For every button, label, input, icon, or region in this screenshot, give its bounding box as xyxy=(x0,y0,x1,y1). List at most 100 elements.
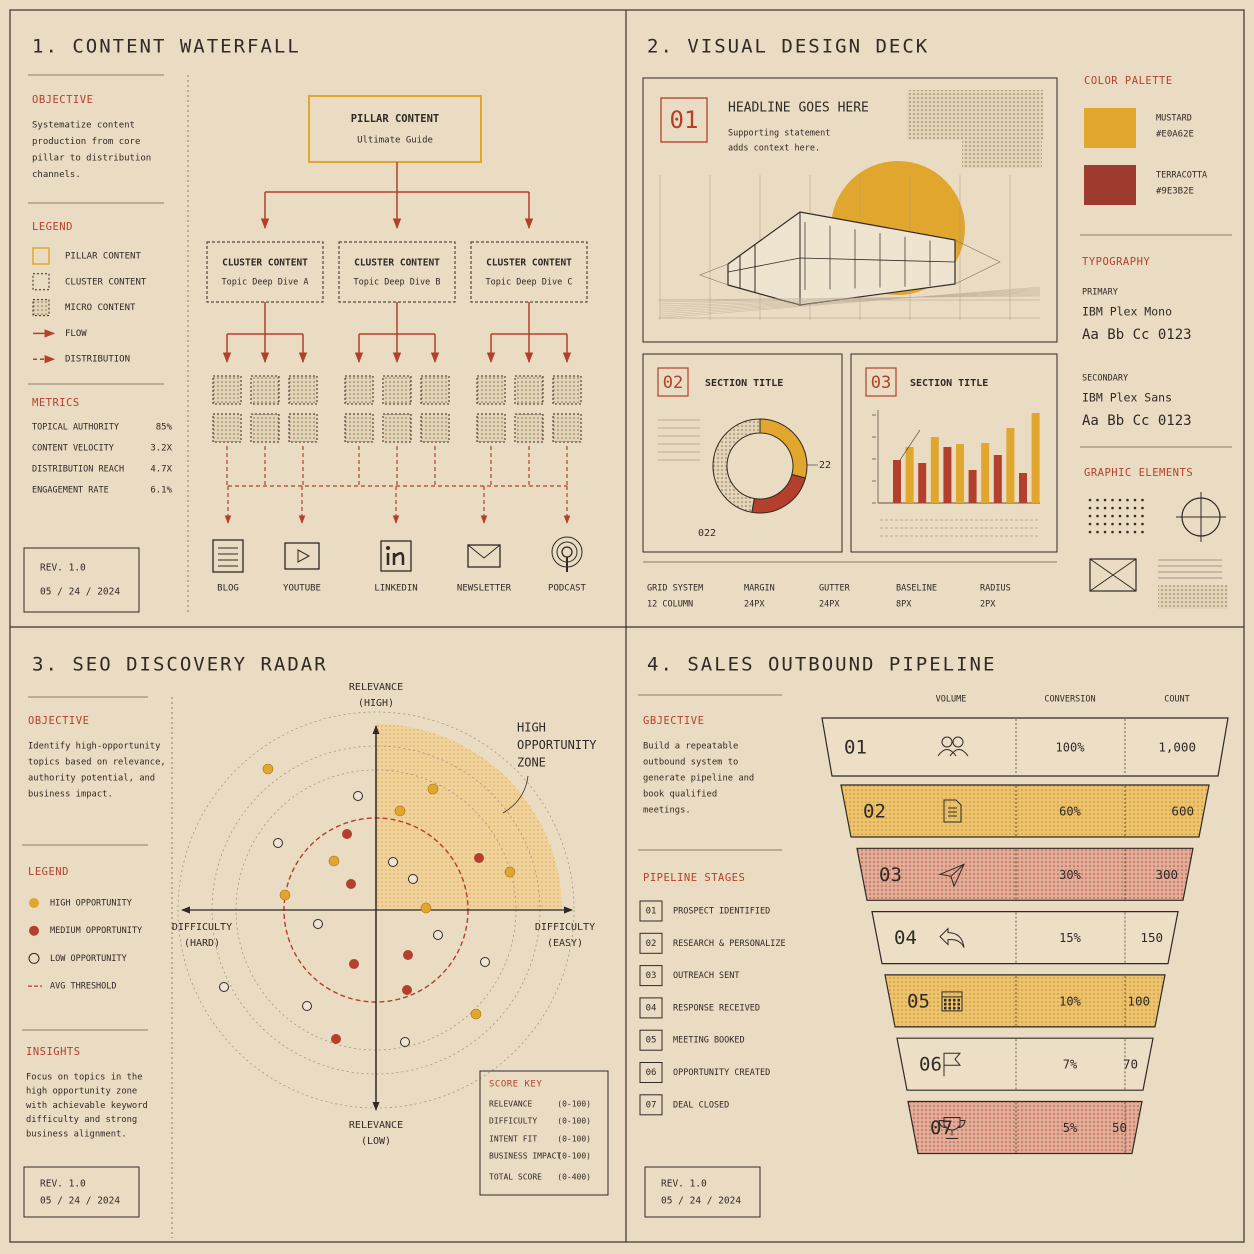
dot-grid xyxy=(1103,506,1107,510)
building xyxy=(739,212,801,305)
revision: REV. 1.0 xyxy=(661,1179,707,1190)
cluster-subtitle: Topic Deep Dive A xyxy=(222,278,309,288)
dot-grid xyxy=(1088,530,1092,534)
column-header: COUNT xyxy=(1164,695,1190,705)
channel-label: NEWSLETTER xyxy=(457,584,512,594)
sketch-guide xyxy=(659,292,1041,307)
score-range: (0-100) xyxy=(557,1135,591,1144)
channel-label: PODCAST xyxy=(548,584,587,594)
stage-name: DEAL CLOSED xyxy=(673,1100,729,1110)
stage-icon xyxy=(957,998,960,1002)
decor-bar xyxy=(956,444,964,503)
spec-label: RADIUS xyxy=(980,584,1011,594)
stage-number-box xyxy=(639,1062,663,1083)
stage-name: MEETING BOOKED xyxy=(673,1036,745,1046)
spec-value: 24PX xyxy=(819,600,840,610)
decor-bar xyxy=(1031,413,1040,503)
stage-name: OUTREACH SENT xyxy=(673,971,740,981)
dot-grid xyxy=(1118,498,1122,502)
pillar-title: PILLAR CONTENT xyxy=(351,113,440,125)
dot-grid xyxy=(1141,522,1144,526)
count: 600 xyxy=(1171,804,1194,819)
dot-grid xyxy=(1111,514,1114,518)
stage-number: 02 xyxy=(646,939,657,949)
objective-text: book qualified xyxy=(643,790,717,800)
pillar-subtitle: Ultimate Guide xyxy=(357,136,433,146)
stage-number: 01 xyxy=(646,907,657,917)
conversion: 100% xyxy=(1056,741,1086,755)
section-heading: LEGEND xyxy=(28,866,69,878)
stage-name: RESEARCH & PERSONALIZE xyxy=(673,939,786,949)
texture xyxy=(1158,585,1228,609)
count: 100 xyxy=(1127,993,1150,1008)
section-heading: LEGEND xyxy=(32,221,73,233)
column-header: CONVERSION xyxy=(1044,695,1095,705)
topic-dot xyxy=(313,919,323,929)
metric-value: 85% xyxy=(156,423,173,433)
swatch xyxy=(1084,165,1136,205)
dot-grid xyxy=(1103,514,1107,518)
legend-label: PILLAR CONTENT xyxy=(65,252,141,262)
stage-icon xyxy=(943,1052,962,1077)
slide-text: Supporting statement xyxy=(728,129,830,139)
cluster-title: CLUSTER CONTENT xyxy=(354,258,440,269)
topic-dot xyxy=(403,950,413,960)
legend-icon xyxy=(29,898,39,908)
stage-icon xyxy=(938,863,965,888)
dot-grid xyxy=(1126,506,1129,510)
spec-value: 2PX xyxy=(980,600,996,610)
section-heading: OBJECTIVE xyxy=(28,715,89,727)
dot-grid xyxy=(1141,498,1144,502)
topic-dot xyxy=(279,889,291,901)
micro-box xyxy=(344,413,374,443)
dot-grid xyxy=(1103,498,1107,502)
pillar-box xyxy=(308,95,482,163)
stage-icon xyxy=(957,1002,960,1006)
insight-text: difficulty and strong xyxy=(26,1115,137,1125)
envelope xyxy=(1089,558,1137,592)
topic-dot xyxy=(262,763,274,775)
stage-number: 06 xyxy=(646,1068,657,1078)
dot-grid xyxy=(1126,498,1129,502)
stage-icon xyxy=(944,1002,947,1006)
building xyxy=(699,239,1001,286)
topic-dot xyxy=(504,866,516,878)
decor-bar xyxy=(981,443,990,503)
legend-label: MEDIUM OPPORTUNITY xyxy=(50,926,142,936)
legend-label: AVG THRESHOLD xyxy=(50,982,117,992)
objective-text: topics based on relevance, xyxy=(28,758,166,768)
topic-dot xyxy=(402,985,412,995)
sketch-guide xyxy=(659,289,1041,313)
stage-icon xyxy=(938,1117,966,1139)
topic-dot xyxy=(342,829,352,839)
topic-dot xyxy=(346,879,356,889)
section-heading: SCORE KEY xyxy=(489,1080,542,1090)
insight-text: Focus on topics in the xyxy=(26,1073,143,1083)
channel-icon xyxy=(467,544,501,559)
section-heading: INSIGHTS xyxy=(26,1046,81,1058)
spec-value: 8PX xyxy=(896,600,912,610)
dot-grid xyxy=(1126,514,1129,518)
texture xyxy=(962,118,1042,168)
sketch-guide xyxy=(659,288,1041,315)
topic-dot xyxy=(394,805,406,817)
column-header: VOLUME xyxy=(936,695,967,705)
spec-label: GUTTER xyxy=(819,584,851,594)
score-range: (0-400) xyxy=(557,1173,591,1182)
channel-label: BLOG xyxy=(217,584,239,594)
score-key-box xyxy=(479,1070,609,1196)
decor-bar xyxy=(893,460,901,503)
objective-text: channels. xyxy=(32,170,81,180)
stage-icon xyxy=(948,998,951,1002)
swatch xyxy=(1084,108,1136,148)
topic-dot xyxy=(328,855,340,867)
revision: REV. 1.0 xyxy=(40,563,86,574)
metric-name: CONTENT VELOCITY xyxy=(32,444,114,454)
count: 1,000 xyxy=(1158,740,1196,755)
funnel-stage xyxy=(840,784,1210,838)
metric-name: ENGAGEMENT RATE xyxy=(32,486,109,496)
funnel-stage xyxy=(856,847,1194,901)
section-heading: TYPOGRAPHY xyxy=(1082,256,1150,268)
stage-icon xyxy=(944,1006,947,1010)
